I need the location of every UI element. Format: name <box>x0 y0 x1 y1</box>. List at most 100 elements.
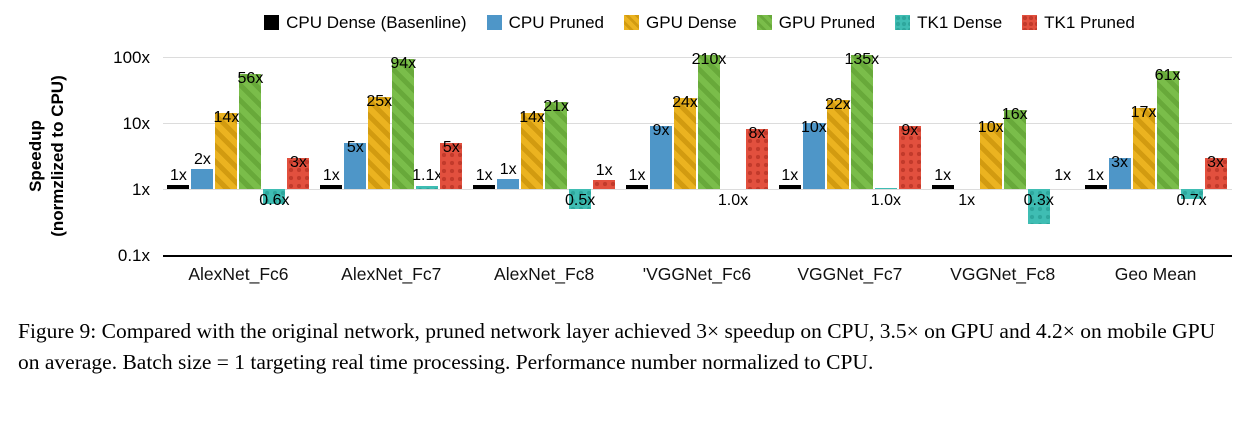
bar-gpu-dense <box>521 113 544 189</box>
bar-value-label: 1x <box>781 167 799 184</box>
bar-tk1-pruned <box>440 142 463 189</box>
legend-item-6: TK1 Pruned <box>1022 14 1135 31</box>
bar-value-label: 1x <box>595 162 613 180</box>
bar-tk1-dense <box>1180 189 1203 200</box>
bar-value-label: 0.3x <box>1023 192 1054 209</box>
bar-gpu-dense <box>215 113 238 189</box>
bar-value-label: 94x <box>390 54 417 72</box>
bar-value-label: 1.0x <box>717 192 749 209</box>
legend-swatch-icon <box>895 15 911 30</box>
bar-value-label: 135x <box>844 51 880 68</box>
bar-gpu-pruned <box>392 58 415 189</box>
bar-value-label: 5x <box>442 138 460 156</box>
legend-item-5: TK1 Dense <box>895 14 1002 31</box>
bar-value-label: 24x <box>672 93 698 111</box>
bar-value-label: 61x <box>1154 67 1181 85</box>
bar-cpu-dense-basenline <box>473 185 496 189</box>
bar-cpu-pruned <box>1108 157 1131 189</box>
x-tick-label: AlexNet_Fc6 <box>188 264 289 284</box>
bar-cpu-pruned <box>650 126 672 189</box>
bar-value-label: 1x <box>499 161 517 179</box>
bar-value-label: 0.5x <box>565 192 596 209</box>
bar-cpu-dense-basenline <box>626 185 648 189</box>
bar-value-label: 1x <box>1054 167 1072 184</box>
bar-gpu-pruned <box>239 73 262 189</box>
x-axis-line <box>163 255 1232 257</box>
bar-value-label: 1x <box>169 167 187 184</box>
bar-value-label: 8x <box>748 125 766 143</box>
bar-tk1-dense <box>874 187 897 189</box>
bar-value-label: 25x <box>366 92 393 110</box>
legend-item-4: GPU Pruned <box>756 13 876 32</box>
bar-value-label: 10x <box>977 119 1004 136</box>
y-tick-label: 0.1x <box>117 246 150 265</box>
gridline <box>163 57 1232 58</box>
bar-tk1-pruned <box>1204 157 1227 189</box>
bar-value-label: 1x <box>475 167 493 184</box>
bar-value-label: 210x <box>691 51 727 68</box>
bar-value-label: 3x <box>289 153 307 171</box>
bar-value-label: 3x <box>1207 153 1225 171</box>
legend-label: TK1 Dense <box>917 13 1003 32</box>
speedup-bar-chart: CPU Dense (Basenline) CPU Pruned GPU Dense… <box>26 13 1232 284</box>
bar-value-label: 0.6x <box>259 192 290 209</box>
bar-gpu-pruned <box>1003 109 1026 189</box>
legend-swatch-icon <box>1022 15 1038 30</box>
bar-value-label: 1x <box>322 167 340 184</box>
legend-item-1: CPU Dense (Basenline) <box>264 13 467 32</box>
x-tick-label: VGGNet_Fc8 <box>950 264 1056 284</box>
bar-tk1-pruned <box>593 180 616 189</box>
bar-tk1-pruned <box>898 126 921 189</box>
bar-tk1-dense <box>569 189 592 209</box>
bar-cpu-dense-basenline <box>320 185 343 189</box>
legend-label: TK1 Pruned <box>1044 13 1135 32</box>
bar-value-label: 5x <box>346 138 364 156</box>
y-tick-label: 100x <box>113 48 150 67</box>
legend-label: GPU Pruned <box>778 13 876 32</box>
x-tick-label: VGGNet_Fc7 <box>797 264 903 284</box>
y-tick-label: 10x <box>122 114 150 133</box>
bar-value-label: 1x <box>1087 167 1105 184</box>
bar-cpu-pruned <box>802 123 825 189</box>
bar-value-label: 10x <box>800 119 827 136</box>
bar-value-label: 56x <box>237 69 264 87</box>
bar-value-label: 1x <box>958 192 976 209</box>
bar-gpu-pruned <box>1156 71 1179 189</box>
bar-cpu-dense-basenline <box>931 185 954 189</box>
legend-swatch-icon <box>486 15 502 30</box>
bar-tk1-pruned <box>287 157 310 189</box>
bar-value-label: 1x <box>934 167 952 184</box>
bar-tk1-pruned <box>746 129 768 189</box>
legend-swatch-icon <box>624 15 640 30</box>
legend-label: GPU Dense <box>646 13 737 32</box>
bar-value-label: 16x <box>1001 105 1028 123</box>
y-tick-label: 1x <box>132 180 150 199</box>
bar-value-label: 1.0x <box>870 192 901 209</box>
bar-value-label: 1.1x <box>412 167 443 184</box>
gridline <box>163 123 1232 124</box>
bar-cpu-dense-basenline <box>1084 185 1107 189</box>
bar-value-label: 14x <box>213 109 240 127</box>
bar-gpu-dense <box>368 96 391 189</box>
bar-gpu-dense <box>1132 107 1155 189</box>
legend-item-2: CPU Pruned <box>486 13 605 32</box>
bar-cpu-dense-basenline <box>167 185 190 189</box>
y-axis-title-line2: (normzlized to CPU) <box>48 75 68 237</box>
bar-value-label: 0.7x <box>1176 192 1207 209</box>
bar-cpu-pruned <box>344 142 367 189</box>
bar-gpu-pruned <box>698 55 720 189</box>
figure-caption: Figure 9: Compared with the original net… <box>18 319 1216 375</box>
bar-tk1-dense <box>263 189 286 204</box>
x-tick-label: AlexNet_Fc7 <box>341 264 442 284</box>
x-tick-label: 'VGGNet_Fc6 <box>642 264 752 284</box>
bar-value-label: 22x <box>824 96 851 114</box>
legend-label: CPU Dense (Basenline) <box>286 13 467 32</box>
bar-value-label: 1x <box>628 167 646 184</box>
x-tick-label: Geo Mean <box>1114 264 1197 284</box>
bar-gpu-pruned <box>850 55 873 189</box>
bar-value-label: 9x <box>652 122 670 140</box>
legend-label: CPU Pruned <box>508 13 605 32</box>
legend-item-3: GPU Dense <box>624 14 737 31</box>
gridline <box>163 189 1232 190</box>
legend-swatch-icon <box>756 15 772 30</box>
